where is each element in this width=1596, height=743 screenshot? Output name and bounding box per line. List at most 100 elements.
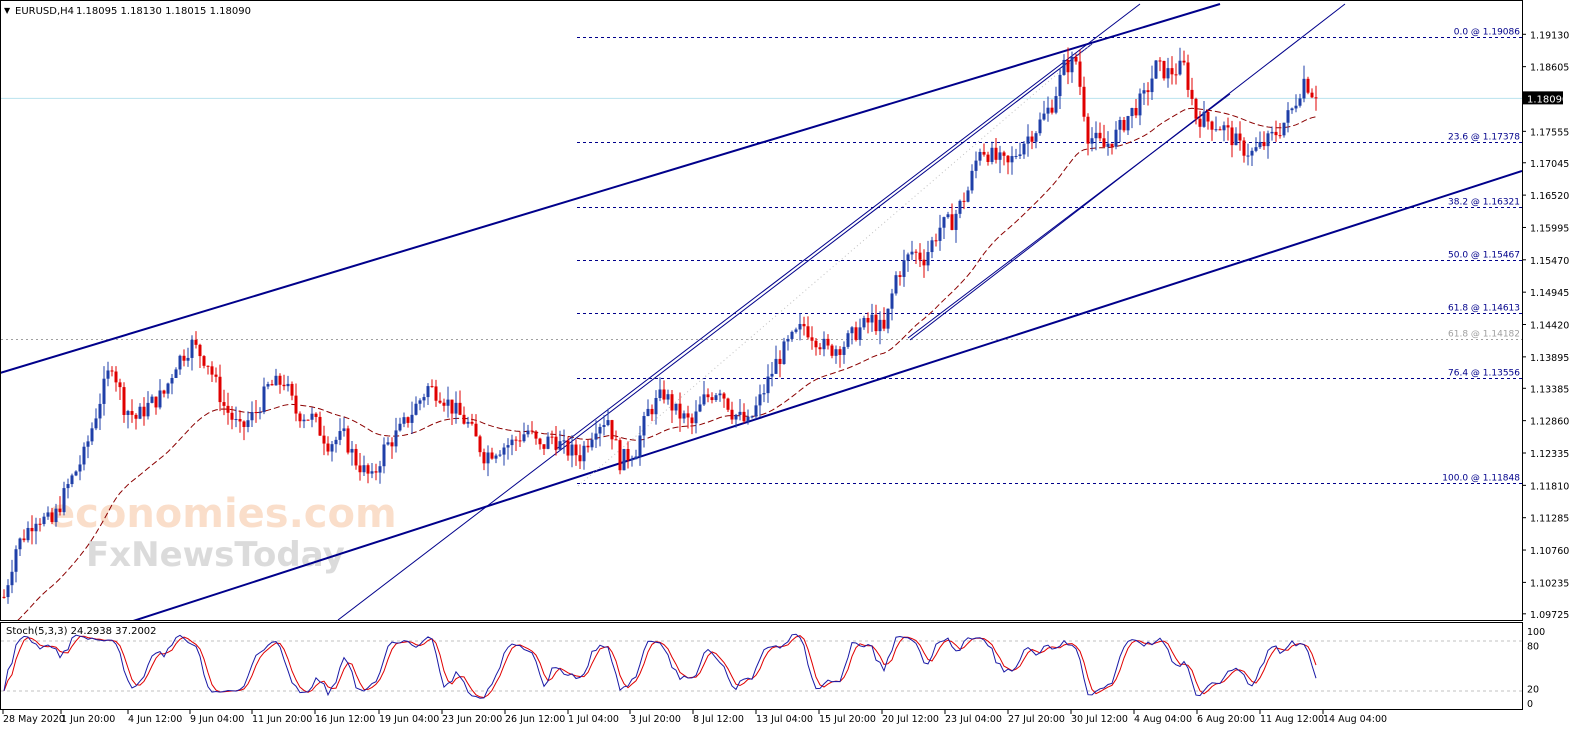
time-tick-label: 19 Jun 04:00 (379, 714, 439, 725)
candle (1182, 50, 1186, 66)
candle (1118, 116, 1122, 143)
candle (966, 186, 970, 203)
candle (530, 421, 534, 435)
candle (634, 449, 638, 460)
candle (254, 400, 258, 423)
candle (1254, 137, 1258, 153)
candle (50, 507, 54, 525)
candle (886, 308, 890, 334)
candle (746, 409, 750, 425)
candle (214, 367, 218, 383)
candle (294, 383, 298, 422)
candle (42, 512, 46, 527)
time-tick-label: 6 Aug 20:00 (1197, 714, 1255, 725)
candle (1018, 142, 1022, 160)
candle (1302, 65, 1306, 103)
candle (1102, 124, 1106, 148)
candle (218, 364, 222, 412)
candle (1290, 107, 1294, 114)
candle (1034, 131, 1038, 149)
candle (470, 413, 474, 426)
inner-channel-upper-line[interactable] (554, 3, 1141, 451)
price-tick-label: 1.17555 (1530, 127, 1569, 138)
price-tick-label: 1.19130 (1530, 30, 1569, 41)
candle (1038, 112, 1042, 136)
lower-channel-line[interactable] (130, 170, 1522, 622)
candle (866, 312, 870, 334)
stoch-tick-label: 0 (1527, 699, 1533, 710)
candle (494, 453, 498, 464)
candle (934, 233, 938, 247)
candle (26, 521, 30, 543)
price-axis[interactable]: 1.19130 1.18605 1.17555 1.17045 1.16520 1.159… (1522, 30, 1569, 621)
candle (230, 406, 234, 430)
main-chart-frame[interactable] (0, 0, 1523, 621)
candle (10, 559, 14, 594)
candle (522, 422, 526, 443)
inner-channel-lower-line[interactable] (337, 43, 1093, 620)
candle (698, 396, 702, 413)
candle (870, 303, 874, 332)
candle (314, 412, 318, 423)
candle (898, 271, 902, 286)
candle (458, 390, 462, 416)
time-tick-label: 14 Aug 04:00 (1323, 714, 1387, 725)
candle (970, 164, 974, 194)
candle (786, 335, 790, 351)
candle (402, 412, 406, 428)
candle (798, 313, 802, 341)
candle (266, 381, 270, 390)
menu-glyph[interactable]: ▼ (4, 6, 11, 15)
candle (694, 400, 698, 434)
price-tick-label: 1.14945 (1530, 288, 1569, 299)
candle (1062, 54, 1066, 76)
trend-channel[interactable] (0, 3, 1522, 622)
price-tick-label: 1.15995 (1530, 223, 1569, 234)
candle (1314, 85, 1318, 111)
candle (58, 496, 62, 516)
fib-diagonal-line[interactable] (577, 43, 1093, 487)
candle (286, 375, 290, 392)
candle (990, 141, 994, 165)
candle (754, 396, 758, 420)
candle (726, 397, 730, 412)
time-tick-label: 28 May 2020 (3, 714, 65, 725)
candle (130, 399, 134, 423)
upper-channel-line[interactable] (0, 3, 1221, 374)
candle (602, 415, 606, 436)
candle (1078, 49, 1082, 96)
price-tick-label: 1.18605 (1530, 63, 1569, 74)
candle (246, 411, 250, 433)
candle (846, 330, 850, 349)
candle (1306, 76, 1310, 95)
candle (502, 443, 506, 466)
watermark-line1: economies.com (48, 491, 397, 537)
candle (306, 419, 310, 421)
candle (906, 252, 910, 272)
candle (1210, 120, 1214, 141)
time-tick-label: 23 Jul 04:00 (945, 714, 1002, 725)
candle (794, 327, 798, 334)
candle (38, 518, 42, 532)
candle (450, 399, 454, 425)
inner-channel-right-lower-line[interactable] (907, 93, 1231, 339)
candle (1266, 130, 1270, 159)
time-tick-label: 3 Jul 20:00 (630, 714, 681, 725)
candle (982, 143, 986, 157)
candle (1074, 53, 1078, 65)
candle (962, 192, 966, 210)
candle (90, 422, 94, 445)
candle (1158, 57, 1162, 72)
candle (1098, 122, 1102, 142)
candle (714, 392, 718, 403)
time-tick-label: 16 Jun 12:00 (315, 714, 375, 725)
stoch-tick-label: 20 (1527, 685, 1539, 696)
candle (1258, 131, 1262, 150)
time-tick-label: 9 Jun 04:00 (190, 714, 244, 725)
candle (850, 326, 854, 345)
candle (806, 316, 810, 340)
candle (1054, 86, 1058, 115)
candle (414, 396, 418, 416)
